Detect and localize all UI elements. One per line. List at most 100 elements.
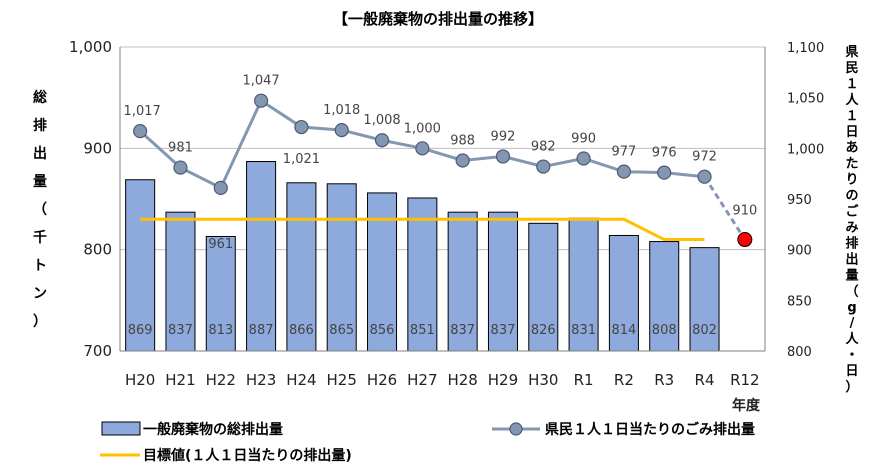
- y-tick-label-right: 950: [787, 193, 812, 208]
- bar-value-label: 865: [329, 323, 354, 338]
- x-tick-label: H26: [367, 371, 397, 389]
- line-value-label: 1,008: [363, 113, 400, 128]
- line-point: [455, 153, 470, 168]
- y-axis-label-right-char: 日: [845, 364, 858, 379]
- y-tick-label-left: 800: [83, 241, 112, 259]
- y-axis-label-right-char: 県: [845, 45, 858, 60]
- x-tick-label: H24: [286, 371, 316, 389]
- y-tick-label-right: 1,100: [787, 41, 824, 56]
- y-axis-label-left: 総排出量 （ 千トン ）: [33, 89, 47, 330]
- line-value-label: 990: [571, 131, 596, 146]
- x-tick-label: H21: [165, 371, 195, 389]
- line-value-label: 961: [208, 237, 233, 252]
- y-axis-label-right-char: あ: [845, 141, 858, 156]
- bar: [246, 161, 277, 352]
- y-tick-label-left: 700: [83, 342, 112, 360]
- line-point: [576, 151, 591, 166]
- y-axis-label-left-char: （: [33, 202, 47, 218]
- line-value-label: 1,021: [283, 152, 320, 167]
- x-tick-label: H22: [206, 371, 236, 389]
- y-axis-label-right-char: み: [845, 221, 858, 236]
- bar-value-label: 837: [168, 323, 193, 338]
- x-tick-label: R12: [730, 371, 760, 389]
- legend-label-bars: 一般廃棄物の総排出量: [143, 421, 283, 438]
- y-axis-label-right-char: ・: [845, 348, 858, 363]
- line-value-label: 1,018: [323, 103, 360, 118]
- x-tick-label: R3: [654, 371, 674, 389]
- axes: 700 800 900 1,000 800 850 900 950 1,000 1,050 1,10…: [69, 38, 824, 389]
- bar-value-label: 856: [370, 323, 395, 338]
- target-line: [140, 217, 705, 242]
- bar: [487, 211, 518, 352]
- bar: [326, 183, 357, 352]
- y-tick-label-right: 800: [787, 345, 812, 360]
- line-value-label: 977: [611, 145, 636, 160]
- line-point: [253, 93, 269, 108]
- bar-value-label: 826: [531, 323, 556, 338]
- bar-value-label: 808: [652, 323, 677, 338]
- y-axis-label-right-char: g: [847, 300, 856, 315]
- y-axis-label-right-char: １: [845, 77, 858, 92]
- legend: 一般廃棄物の総排出量 県民１人１日当たりのごみ排出量目標値(１人１日当たりの排出量…: [100, 421, 755, 464]
- line-point: [697, 169, 712, 184]
- y-axis-label-right-char: /: [850, 316, 855, 331]
- line-value-label: 1,047: [242, 74, 279, 89]
- line-value-label: 988: [450, 133, 475, 148]
- line-point: [133, 124, 148, 139]
- bar: [407, 197, 438, 352]
- line-value-label: 981: [168, 141, 193, 156]
- line-point: [374, 133, 390, 148]
- line-value-label: 992: [491, 129, 516, 144]
- y-axis-label-right-char: ご: [845, 204, 859, 220]
- x-tick-label: R4: [695, 371, 715, 389]
- y-tick-label-right: 850: [787, 294, 812, 309]
- per-capita-projection-line: [703, 175, 747, 241]
- line-point: [495, 149, 511, 164]
- y-axis-label-left-char: ト: [33, 258, 47, 274]
- x-tick-label: H29: [488, 371, 518, 389]
- y-axis-label-right-char: 排: [845, 235, 858, 251]
- bar-value-label: 837: [491, 323, 516, 338]
- line-point: [536, 159, 551, 174]
- bar-value-label: 814: [611, 323, 636, 338]
- y-axis-label-right-char: た: [845, 157, 858, 172]
- bar: [286, 182, 317, 352]
- x-tick-label: H28: [447, 371, 477, 389]
- bar-value-label: 869: [128, 323, 153, 338]
- bar-value-label: 887: [249, 323, 274, 338]
- x-tick-label: H30: [528, 371, 558, 389]
- line-value-label: 976: [652, 146, 677, 161]
- line-point: [616, 164, 632, 179]
- line-point: [415, 141, 430, 156]
- line-value-label: 1,000: [404, 121, 441, 136]
- x-tick-label: H23: [246, 371, 276, 389]
- y-axis-label-left-char: 千: [33, 229, 47, 246]
- y-axis-label-left-char: ン: [33, 286, 47, 302]
- line-point: [657, 165, 672, 180]
- y-axis-label-right-char: り: [845, 173, 858, 188]
- line-point: [334, 122, 349, 138]
- legend-label-target: 目標値(１人１日当たりの排出量): [143, 447, 352, 464]
- y-tick-label-right: 1,050: [787, 92, 824, 107]
- chart-title: 【一般廃棄物の排出量の推移】: [333, 10, 543, 28]
- bar: [447, 211, 478, 352]
- y-tick-label-right: 1,000: [787, 142, 824, 157]
- y-axis-label-right-char: ）: [845, 379, 858, 395]
- x-tick-label: R1: [574, 371, 594, 389]
- y-axis-label-right-char: 人: [845, 331, 859, 347]
- bar: [608, 234, 639, 352]
- bar-value-label: 866: [289, 323, 314, 338]
- bar-value-label: 802: [692, 323, 717, 338]
- legend-swatch-marker: [509, 422, 523, 436]
- bar: [165, 211, 196, 352]
- y-axis-label-left-char: ）: [33, 314, 47, 330]
- bar: [528, 222, 559, 352]
- bars: 869 837 813 887 866 865 856 851 837 837 826 831 814 8…: [125, 161, 720, 352]
- y-tick-label-right: 900: [787, 244, 812, 259]
- line-value-label: 910: [732, 204, 757, 219]
- x-tick-label: H25: [327, 371, 357, 389]
- y-axis-label-right-char: 日: [845, 125, 858, 140]
